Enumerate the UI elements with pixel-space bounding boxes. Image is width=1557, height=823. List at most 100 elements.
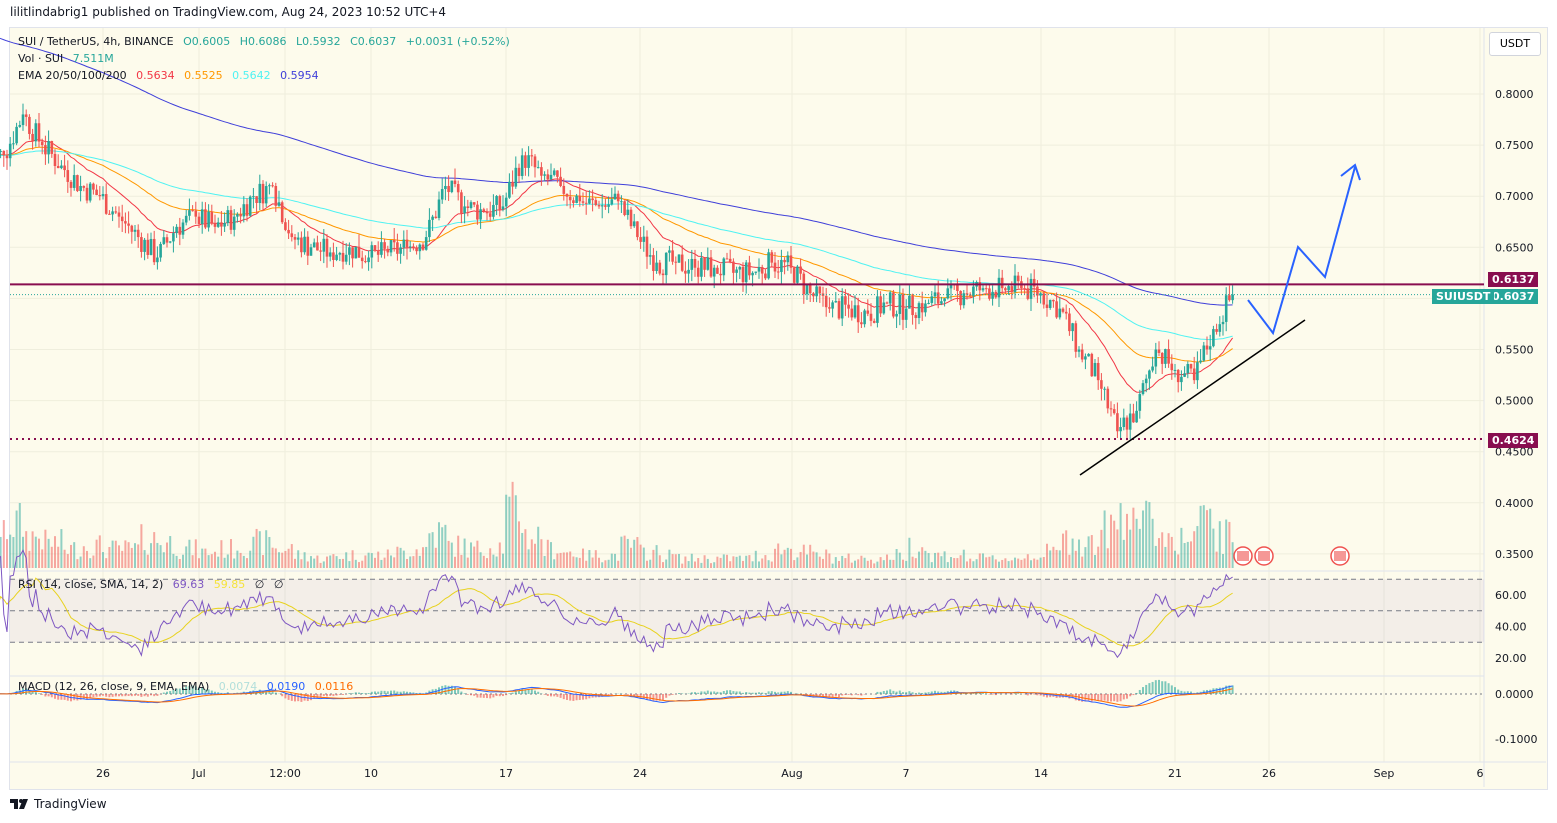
candle-body — [533, 156, 537, 168]
candle-body — [380, 242, 383, 255]
macd-hist-bar — [105, 694, 108, 697]
volume-bar — [239, 552, 242, 568]
time-tick: 21 — [1168, 767, 1182, 780]
volume-bar — [767, 560, 770, 568]
volume-bar — [924, 550, 927, 568]
volume-bar — [655, 545, 658, 568]
price-tick: 0.3500 — [1495, 548, 1534, 561]
candle-body — [1052, 299, 1055, 302]
candle-body — [552, 170, 556, 175]
candle-body — [949, 284, 953, 289]
volume-bar — [511, 481, 514, 568]
volume-bar — [348, 561, 351, 568]
volume-bar — [399, 547, 402, 568]
volume-bar — [57, 546, 60, 568]
macd-hist-bar — [63, 694, 66, 700]
candle-body — [680, 254, 684, 271]
symbol-name[interactable]: SUI / TetherUS, 4h, BINANCE — [18, 35, 174, 48]
volume-bar — [748, 555, 751, 568]
candle-body — [188, 210, 191, 216]
candle-body — [620, 201, 623, 203]
macd-hist-bar — [111, 694, 114, 697]
candle-body — [693, 258, 697, 268]
candle-body — [1176, 369, 1180, 383]
volume-bar — [1113, 520, 1116, 568]
chart-area[interactable] — [9, 27, 1548, 790]
candle-body — [1058, 308, 1062, 318]
candle-body — [1074, 323, 1078, 352]
price-tick: 0.5500 — [1495, 344, 1534, 357]
macd-hist-bar — [745, 692, 748, 694]
macd-label[interactable]: MACD (12, 26, close, 9, EMA, EMA) — [18, 680, 210, 693]
macd-hist-bar — [502, 694, 504, 697]
time-tick: 24 — [633, 767, 647, 780]
volume-bar — [233, 558, 236, 568]
macd-hist-bar — [1126, 694, 1128, 699]
ema-label[interactable]: EMA 20/50/100/200 — [18, 69, 127, 82]
macd-hist-bar — [911, 692, 914, 694]
volume-bar — [742, 560, 744, 568]
currency-button[interactable]: USDT — [1489, 32, 1541, 56]
volume-bar — [361, 560, 364, 568]
candle-body — [15, 126, 18, 144]
volume-bar — [102, 552, 104, 568]
footer: TradingView — [10, 797, 107, 811]
candle-body — [1029, 278, 1033, 299]
ema100-line — [0, 150, 1233, 341]
macd-hist-bar — [342, 694, 344, 695]
macd-hist-bar — [1090, 694, 1093, 702]
volume-bar — [1161, 532, 1164, 568]
macd-hist-bar — [1042, 694, 1045, 697]
candle-body — [1196, 362, 1199, 381]
volume-bar — [73, 542, 76, 568]
macd-hist-bar — [530, 689, 533, 694]
volume-bar — [1033, 558, 1036, 568]
volume-bar — [1215, 551, 1218, 568]
symbol-tag: SUIUSDT — [1432, 289, 1495, 304]
volume-bar — [700, 562, 703, 568]
volume-bar — [783, 549, 786, 568]
candle-body — [274, 185, 278, 206]
volume-bar — [751, 561, 754, 568]
volume-bar — [962, 549, 965, 568]
macd-hist-bar — [470, 694, 472, 696]
volume-bar — [98, 535, 101, 568]
volume-bar — [406, 558, 408, 568]
candle-body — [1189, 364, 1193, 369]
volume-bar — [0, 536, 2, 568]
macd-hist-bar — [146, 694, 149, 697]
volume-bar — [706, 558, 709, 568]
candle-body — [626, 209, 630, 216]
macd-hist-bar — [678, 693, 680, 694]
macd-hist-bar — [201, 687, 204, 694]
candle-body — [143, 239, 146, 252]
rsi-label[interactable]: RSI (14, close, SMA, 14, 2) — [18, 578, 164, 591]
macd-tick: 0.0000 — [1495, 688, 1534, 701]
candle-body — [466, 206, 470, 209]
volume-label[interactable]: Vol · SUI — [18, 52, 64, 65]
candle-body — [440, 189, 444, 200]
candle-body — [536, 167, 540, 169]
candle-body — [8, 143, 12, 159]
macd-hist-bar — [1183, 691, 1186, 694]
macd-hist-bar — [633, 694, 636, 697]
volume-bar — [447, 540, 450, 568]
candle-body — [856, 305, 860, 323]
candle-body — [82, 185, 86, 188]
price-tick: 0.7500 — [1495, 139, 1534, 152]
macd-hist-bar — [31, 691, 34, 694]
macd-hist-bar — [207, 689, 210, 694]
volume-bar — [50, 546, 53, 568]
candle-body — [546, 174, 550, 180]
macd-hist-bar — [607, 694, 610, 696]
candle-body — [172, 233, 175, 242]
volume-bar — [70, 544, 72, 568]
candle-body — [828, 307, 831, 309]
volume-bar — [1052, 546, 1055, 568]
candle-body — [296, 237, 300, 240]
candle-body — [735, 269, 738, 273]
macd-hist-bar — [25, 688, 28, 694]
ema20-line — [0, 139, 1234, 393]
candle-body — [418, 244, 422, 252]
